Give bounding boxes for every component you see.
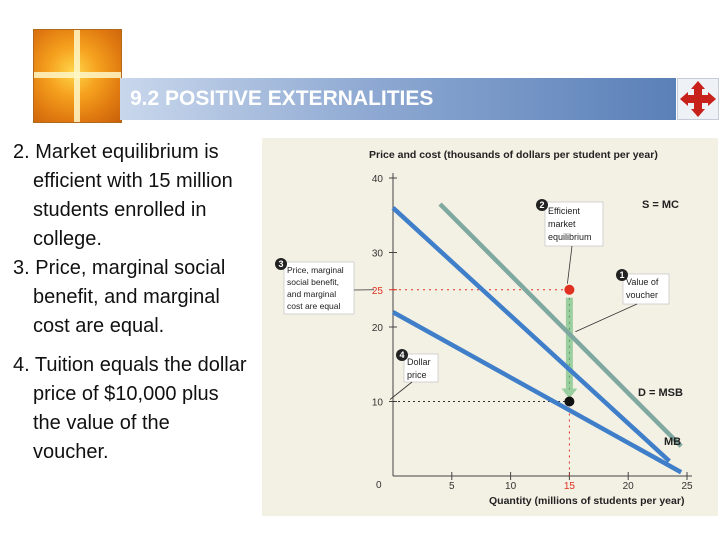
annotation-line: cost are equal: [287, 301, 341, 311]
decorative-logo: [33, 29, 122, 123]
slide-title: 9.2 POSITIVE EXTERNALITIES: [130, 87, 434, 110]
annotation-line: Dollar: [407, 357, 431, 367]
chart-panel: Price and cost (thousands of dollars per…: [262, 138, 718, 516]
dollar-price-point: [564, 396, 575, 407]
bullet-text: Price, marginal social benefit, and marg…: [33, 257, 226, 337]
bullet-text: Tuition equals the dollar price of $10,0…: [33, 354, 247, 463]
bullet-text: Market equilibrium is efficient with 15 …: [33, 141, 233, 250]
bullet-number: 2.: [13, 141, 30, 163]
series-line: [438, 202, 683, 448]
annotation-number: 1: [619, 270, 624, 280]
equilibrium-point: [564, 284, 575, 295]
series-label: S = MC: [642, 199, 679, 211]
annotation-line: social benefit,: [287, 277, 339, 287]
y-tick-label: 20: [372, 323, 384, 334]
x-tick-label: 15: [564, 481, 576, 492]
navigation-arrows-svg: [680, 81, 716, 117]
series-line: [391, 206, 671, 463]
callout-box-voucher: [622, 273, 670, 305]
y-tick-label: 40: [372, 174, 384, 185]
annotation-line: and marginal: [287, 289, 336, 299]
callout-box-efficient: [544, 201, 604, 247]
y-axis-label: Price and cost (thousands of dollars per…: [369, 149, 658, 161]
series-label: MB: [664, 436, 681, 448]
navigation-arrows-icon[interactable]: [677, 78, 719, 120]
annotation-number: 4: [399, 350, 404, 360]
annotation-line: equilibrium: [548, 232, 592, 242]
x-axis-label: Quantity (millions of students per year): [489, 495, 684, 507]
voucher-arrow-head: [561, 388, 578, 399]
annotation-number: 2: [539, 200, 544, 210]
bullet-number: 3.: [13, 257, 30, 279]
y-tick-label-highlight: 25: [372, 286, 384, 297]
x-tick-label: 5: [449, 481, 455, 492]
origin-label: 0: [376, 480, 382, 491]
callout-box-dollar-price: [403, 353, 439, 383]
bullet-list: 2. Market equilibrium is efficient with …: [13, 138, 248, 467]
bullet-item: 2. Market equilibrium is efficient with …: [13, 138, 248, 254]
annotation-line: voucher: [626, 290, 658, 300]
title-bar: [120, 78, 676, 120]
logo-cross-horizontal: [34, 72, 121, 78]
leader-voucher: [575, 303, 638, 333]
leader-efficient: [567, 245, 573, 284]
annotation-circle-2: [536, 199, 548, 211]
y-tick-label: 10: [372, 398, 384, 409]
series-label: D = MSB: [638, 387, 683, 399]
annotation-circle-4: [396, 349, 408, 361]
annotation-number: 3: [278, 259, 283, 269]
x-tick-label: 20: [623, 481, 635, 492]
chart-svg: Price and cost (thousands of dollars per…: [275, 149, 693, 507]
y-tick-label: 30: [372, 249, 384, 260]
series-line: [391, 310, 683, 475]
annotation-line: market: [548, 219, 576, 229]
annotation-line: Price, marginal: [287, 265, 344, 275]
annotation-line: Efficient: [548, 206, 580, 216]
bullet-item: 4. Tuition equals the dollar price of $1…: [13, 351, 248, 467]
annotation-line: price: [407, 370, 427, 380]
annotation-circle-1: [616, 269, 628, 281]
x-tick-label: 25: [681, 481, 693, 492]
leader-dollar-price: [389, 381, 413, 400]
x-tick-label: 10: [505, 481, 517, 492]
bullet-item: 3. Price, marginal social benefit, and m…: [13, 254, 248, 341]
bullet-number: 4.: [13, 354, 30, 376]
annotation-line: Value of: [626, 277, 659, 287]
annotation-circle-3: [275, 258, 287, 270]
callout-box-equal: [283, 261, 355, 315]
